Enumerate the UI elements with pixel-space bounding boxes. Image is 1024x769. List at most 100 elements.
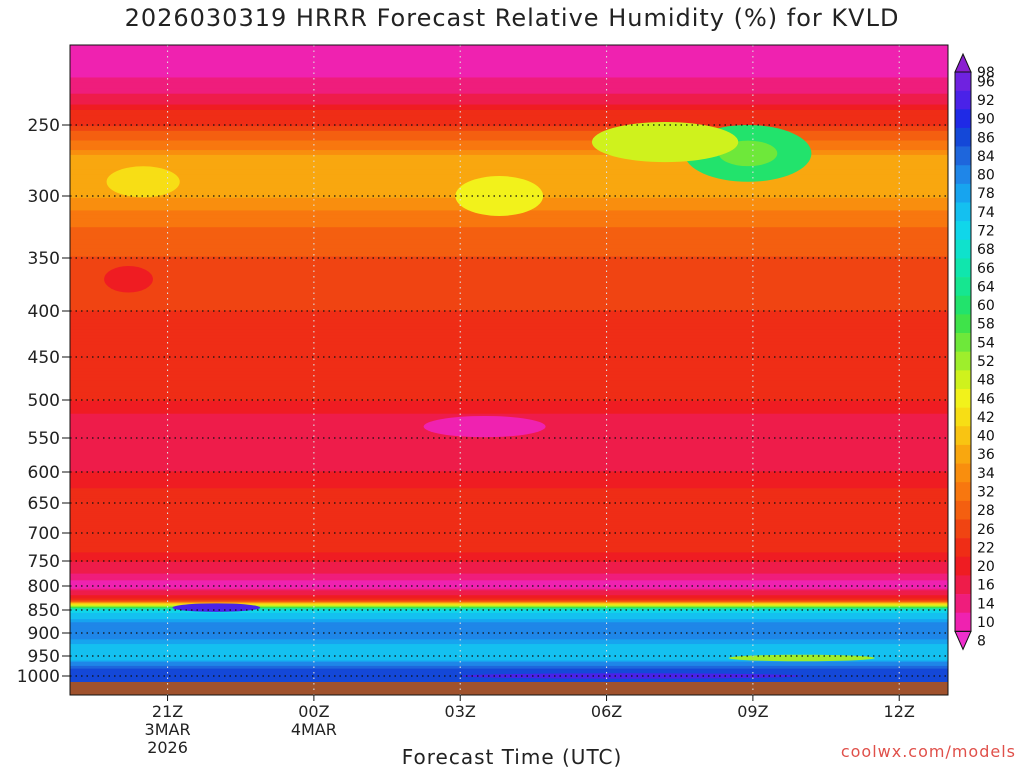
rh-strip: [70, 505, 948, 508]
rh-strip: [70, 550, 948, 553]
colorbar-outline: [954, 71, 972, 632]
rh-strip: [70, 145, 948, 151]
colorbar-label: 64: [977, 279, 995, 295]
rh-strip: [70, 274, 948, 279]
rh-strip: [70, 676, 948, 680]
rh-strip: [70, 285, 948, 290]
rh-strip: [70, 310, 948, 315]
rh-strip: [70, 256, 948, 261]
rh-strip: [70, 368, 948, 373]
rh-strip: [70, 319, 948, 324]
rh-strip: [70, 525, 948, 528]
rh-strip: [70, 661, 948, 664]
rh-strip: [70, 639, 948, 642]
x-tick-label: 4MAR: [291, 720, 337, 739]
rh-strip: [70, 668, 948, 671]
colorbar-label: 90: [977, 112, 995, 128]
colorbar-swatch: [955, 333, 971, 352]
rh-strip: [70, 484, 948, 487]
rh-strip: [70, 377, 948, 382]
credit-link[interactable]: coolwx.com/models: [840, 742, 1016, 761]
colorbar-swatch: [955, 90, 971, 110]
rh-strip: [70, 231, 948, 237]
rh-strip: [70, 548, 948, 552]
colorbar-label: 68: [977, 242, 995, 258]
rh-strip: [70, 61, 948, 68]
rh-strip: [70, 533, 948, 536]
rh-strip: [70, 400, 948, 405]
rh-strip: [70, 93, 948, 100]
rh-strip: [70, 374, 948, 379]
rh-strip: [70, 561, 948, 565]
rh-strip: [70, 535, 948, 538]
rh-strip: [70, 159, 948, 166]
rh-strip: [70, 582, 948, 585]
rh-strip: [70, 623, 948, 626]
rh-strip: [70, 299, 948, 305]
rh-strip: [70, 115, 948, 122]
rh-strip: [70, 648, 948, 651]
rh-strip: [70, 636, 948, 639]
rh-strip: [70, 120, 948, 127]
rh-strip: [70, 473, 948, 477]
rh-strip: [70, 126, 948, 132]
rh-strip: [70, 617, 948, 620]
rh-strip: [70, 671, 948, 674]
rh-strip: [70, 395, 948, 399]
rh-strip: [70, 576, 948, 580]
rh-strip: [70, 281, 948, 287]
rh-strip: [70, 457, 948, 461]
colorbar-label: 72: [977, 223, 995, 239]
rh-strip: [70, 598, 948, 601]
rh-strip: [70, 260, 948, 265]
colorbar-swatch: [955, 221, 971, 241]
rh-strip: [70, 500, 948, 504]
rh-strip: [70, 289, 948, 294]
rh-strip: [70, 371, 948, 376]
rh-strip: [70, 471, 948, 475]
rh-strip: [70, 515, 948, 518]
rh-strip: [70, 611, 948, 614]
colorbar-label: 92: [977, 93, 995, 109]
rh-strip: [70, 642, 948, 645]
rh-strip: [70, 464, 948, 468]
rh-strip: [70, 411, 948, 415]
rh-strip: [70, 496, 948, 500]
rh-strip: [70, 645, 948, 648]
rh-strip: [70, 523, 948, 526]
rh-strip: [70, 616, 948, 619]
rh-strip: [70, 622, 948, 625]
y-tick-label: 350: [28, 249, 60, 269]
rh-strip: [70, 351, 948, 355]
colorbar-swatch: [955, 538, 971, 558]
colorbar-label: 42: [977, 410, 995, 426]
colorbar-swatch: [955, 594, 971, 614]
rh-strip: [70, 519, 948, 522]
colorbar-label: 48: [977, 373, 995, 389]
rh-strip: [70, 380, 948, 385]
colorbar-label: 20: [977, 559, 995, 575]
rh-strip: [70, 600, 948, 603]
y-tick-label: 550: [28, 429, 60, 449]
colorbar-label: 46: [977, 391, 995, 407]
rh-strip: [70, 630, 948, 633]
rh-strip: [70, 45, 948, 52]
rh-strip: [70, 667, 948, 670]
rh-strip: [70, 507, 948, 510]
rh-strip: [70, 66, 948, 73]
rh-strip: [70, 239, 948, 245]
rh-strip: [70, 443, 948, 447]
x-tick-label: 3MAR: [145, 720, 191, 739]
rh-strip: [70, 657, 948, 660]
rh-strip: [70, 135, 948, 142]
rh-strip: [70, 292, 948, 297]
colorbar-swatch: [955, 165, 971, 185]
colorbar-swatch: [955, 388, 971, 408]
rh-strip: [70, 248, 948, 253]
plot-frame: [69, 44, 949, 696]
rh-strip: [70, 466, 948, 470]
rh-strip: [70, 55, 948, 62]
rh-strip: [70, 647, 948, 650]
rh-strip: [70, 539, 948, 542]
